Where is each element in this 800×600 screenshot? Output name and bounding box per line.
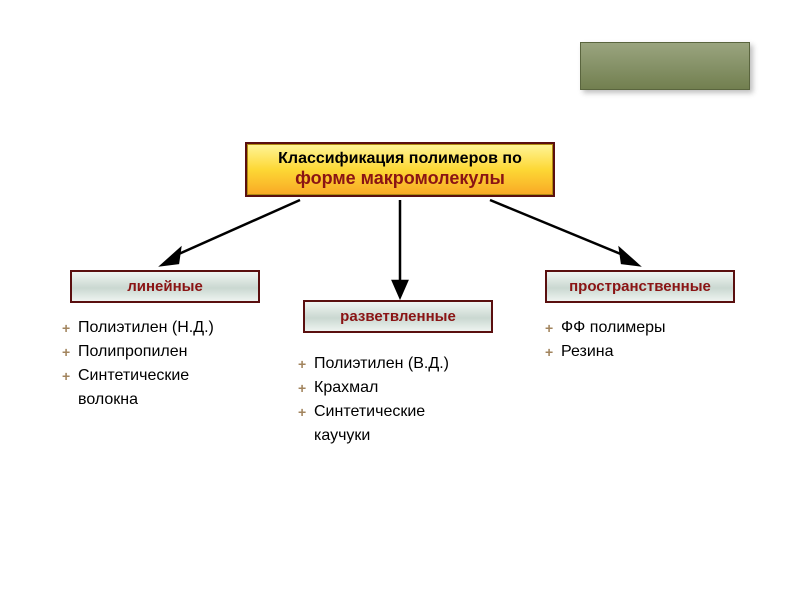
child-label: разветвленные [340, 308, 456, 325]
list-item: волокна [62, 388, 292, 412]
child-node-linear: линейные [70, 270, 260, 303]
list-item: Полиэтилен (Н.Д.) [62, 316, 292, 340]
bullet-list-branched: Полиэтилен (В.Д.) Крахмал Синтетические … [298, 352, 518, 448]
arrow-to-mid [380, 195, 420, 300]
root-title-line2: форме макромолекулы [255, 168, 545, 189]
child-node-spatial: пространственные [545, 270, 735, 303]
root-title-line1: Классификация полимеров по [255, 150, 545, 168]
root-node: Классификация полимеров по форме макромо… [245, 142, 555, 197]
list-item: Полипропилен [62, 340, 292, 364]
bullet-list-spatial: ФФ полимеры Резина [545, 316, 755, 364]
list-item: каучуки [298, 424, 518, 448]
list-item: Крахмал [298, 376, 518, 400]
child-label: пространственные [569, 278, 711, 295]
list-item: ФФ полимеры [545, 316, 755, 340]
arrow-to-right [480, 195, 650, 275]
arrow-to-left [150, 195, 310, 275]
child-label: линейные [127, 278, 203, 295]
list-item: Полиэтилен (В.Д.) [298, 352, 518, 376]
bullet-list-linear: Полиэтилен (Н.Д.) Полипропилен Синтетиче… [62, 316, 292, 412]
list-item: Синтетические [298, 400, 518, 424]
decorative-accent [580, 42, 750, 90]
list-item: Резина [545, 340, 755, 364]
list-item: Синтетические [62, 364, 292, 388]
child-node-branched: разветвленные [303, 300, 493, 333]
